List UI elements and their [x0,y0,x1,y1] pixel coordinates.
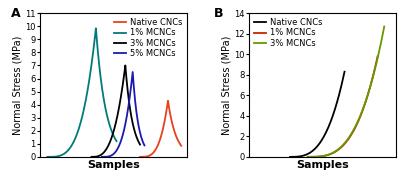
Text: B: B [214,8,223,20]
Legend: Native CNCs, 1% MCNCs, 3% MCNCs, 5% MCNCs: Native CNCs, 1% MCNCs, 3% MCNCs, 5% MCNC… [113,17,183,59]
Legend: Native CNCs, 1% MCNCs, 3% MCNCs: Native CNCs, 1% MCNCs, 3% MCNCs [253,17,323,49]
Y-axis label: Normal Stress (MPa): Normal Stress (MPa) [12,35,22,135]
Y-axis label: Normal Stress (MPa): Normal Stress (MPa) [222,35,232,135]
Text: A: A [10,8,20,20]
X-axis label: Samples: Samples [87,160,140,170]
X-axis label: Samples: Samples [296,160,349,170]
